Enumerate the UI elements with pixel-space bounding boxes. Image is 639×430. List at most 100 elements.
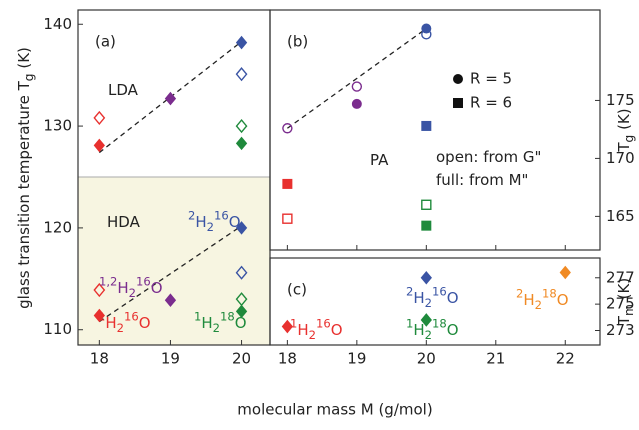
text-part: O — [139, 314, 151, 332]
text-part: 2 — [425, 327, 432, 341]
text-part: PA — [370, 151, 389, 169]
text-part: 16 — [214, 208, 229, 222]
marker-diamond — [164, 91, 177, 106]
annotation: HDA — [107, 213, 141, 231]
panel-label: (a) — [95, 33, 116, 51]
marker-diamond — [235, 304, 248, 319]
y-tick-label: 140 — [43, 15, 72, 33]
x-tick-label: 19 — [347, 350, 366, 368]
text-part: O — [447, 321, 459, 339]
marker-diamond — [93, 110, 106, 126]
text-part: g — [622, 135, 636, 143]
text-part: 2 — [188, 208, 195, 222]
marker-diamond — [235, 136, 248, 151]
marker-circle — [282, 123, 293, 134]
text-part: H — [105, 314, 116, 332]
text-part: O — [235, 314, 247, 332]
annotation: open: from G" — [436, 148, 541, 166]
x-tick-label: 18 — [278, 350, 297, 368]
text-part: H — [413, 289, 424, 307]
text-part: 16 — [316, 316, 331, 330]
text-part: T — [615, 315, 633, 326]
panel-label: (c) — [287, 281, 307, 299]
marker-square — [282, 213, 293, 224]
marker-circle — [351, 98, 362, 109]
text-part: H — [195, 213, 206, 231]
panel-frame — [269, 257, 601, 346]
text-part: H — [117, 279, 128, 297]
text-part: (K) — [15, 47, 33, 73]
marker-circle — [351, 81, 363, 92]
annotation: 1H218O — [406, 316, 459, 341]
text-part: open: from G" — [436, 148, 541, 166]
marker-diamond — [93, 282, 106, 298]
text-part: 1 — [290, 316, 297, 330]
text-part: 1 — [194, 309, 201, 323]
marker-square — [453, 98, 463, 108]
text-part: O — [331, 321, 343, 339]
marker-diamond — [235, 265, 248, 280]
shaded-region — [78, 176, 270, 345]
marker-diamond — [559, 265, 571, 280]
y-tick-label: 120 — [43, 218, 72, 236]
text-part: LDA — [108, 81, 139, 99]
annotation: LDA — [108, 81, 139, 99]
text-part: H — [201, 314, 212, 332]
x-tick-label: 19 — [161, 350, 180, 368]
text-part: T — [615, 142, 633, 153]
text-part: O — [229, 213, 241, 231]
annotation: 1,2H216O — [99, 274, 163, 299]
text-part: (K) — [615, 108, 633, 134]
marker-diamond — [235, 221, 248, 235]
y-tick-label: 110 — [43, 320, 72, 338]
annotation: 1H216O — [290, 316, 343, 341]
marker-diamond — [420, 270, 432, 285]
text-part: H — [413, 321, 424, 339]
text-part: 2 — [516, 286, 523, 300]
text-part: 1 — [406, 316, 413, 330]
text-part: full: from M" — [436, 171, 528, 189]
text-part: g — [22, 73, 36, 81]
text-part: 1 — [98, 309, 105, 323]
fit-line — [98, 225, 242, 323]
y-tick-label: 273 — [606, 321, 635, 339]
text-part: 2 — [207, 219, 214, 233]
x-tick-label: 18 — [90, 350, 109, 368]
fit-line — [286, 28, 427, 129]
marker-diamond — [93, 138, 105, 153]
y-tick-label: 275 — [606, 295, 635, 313]
panel-frame — [269, 9, 601, 251]
text-part: 2 — [309, 327, 316, 341]
annotation: 1H216O — [98, 309, 151, 334]
text-part: HDA — [107, 213, 141, 231]
text-part: 2 — [213, 320, 220, 334]
text-part: 18 — [542, 286, 557, 300]
annotation: 1H218O — [194, 309, 247, 334]
text-part: (K) — [615, 278, 633, 304]
marker-square — [421, 120, 432, 131]
text-part: O — [447, 289, 459, 307]
text-part: glass transition temperature T — [15, 80, 33, 309]
text-part: 16 — [136, 274, 151, 288]
text-part: 1,2 — [99, 274, 117, 288]
y-tick-label: 170 — [606, 149, 635, 167]
y-tick-label: 277 — [606, 268, 635, 286]
text-part: H — [297, 321, 308, 339]
y-axis-label: Tm (K) — [615, 278, 636, 326]
annotation: 2H216O — [188, 208, 241, 233]
y-tick-label: 175 — [606, 91, 635, 109]
text-part: m — [622, 304, 636, 316]
marker-diamond — [420, 313, 432, 327]
text-part: 2 — [117, 320, 124, 334]
marker-circle — [453, 74, 463, 84]
marker-diamond — [281, 319, 294, 334]
legend-label: R = 5 — [470, 70, 512, 88]
annotation: PA — [370, 151, 389, 169]
panel-label: (b) — [287, 33, 308, 51]
text-part: O — [557, 291, 569, 309]
text-part: 16 — [432, 284, 447, 298]
annotation: 2H218O — [516, 286, 569, 311]
marker-diamond — [235, 35, 248, 50]
marker-diamond — [235, 118, 248, 134]
